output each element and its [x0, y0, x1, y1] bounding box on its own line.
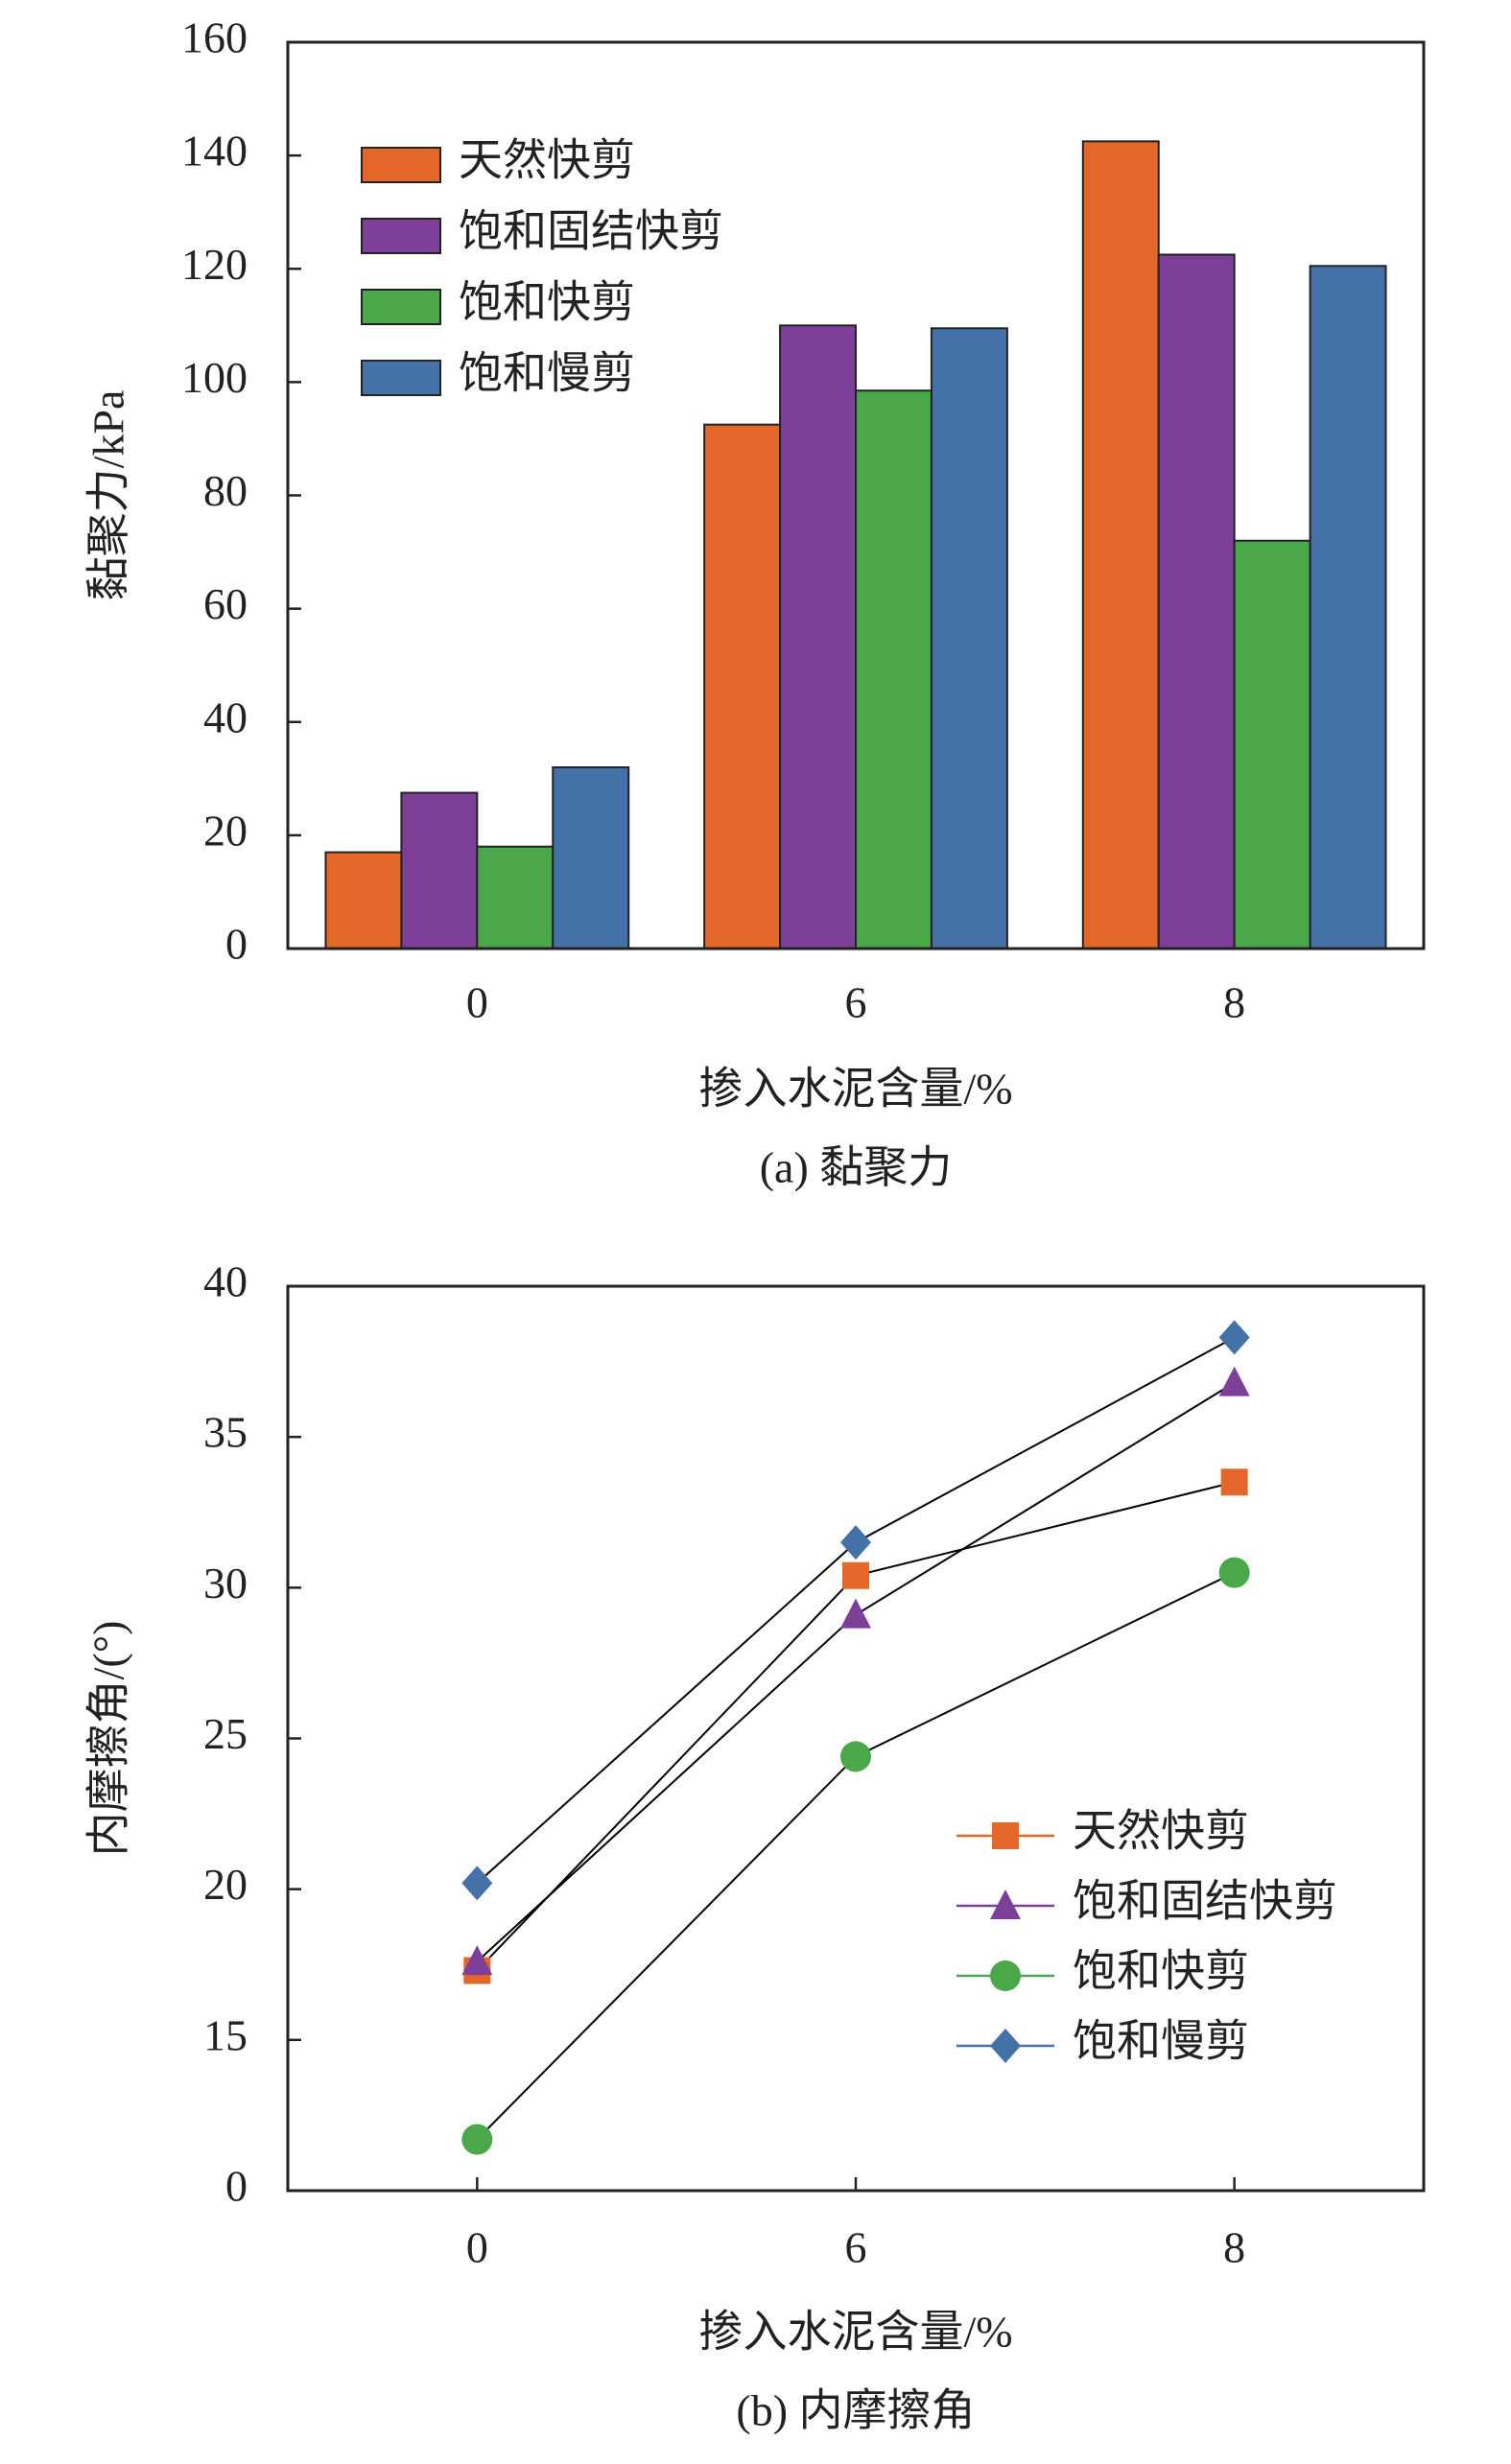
bar: [1157, 253, 1236, 950]
bar: [1081, 140, 1160, 950]
y-tick-label: 60: [203, 579, 248, 628]
bar: [703, 423, 782, 950]
legend-label: 饱和快剪: [459, 278, 635, 327]
x-tick-label: 8: [1223, 2223, 1245, 2272]
x-axis-label: 掺入水泥含量/%: [698, 2308, 1012, 2357]
legend-label: 天然快剪: [1073, 1807, 1249, 1856]
caption: (b) 内摩擦角: [736, 2386, 975, 2435]
legend-label: 饱和慢剪: [459, 349, 635, 398]
x-tick-label: 6: [845, 978, 867, 1027]
plot-frame: [286, 40, 1426, 950]
y-tick-label: 100: [181, 353, 248, 402]
legend-swatch: [361, 218, 441, 254]
x-tick-label: 0: [466, 2223, 488, 2272]
y-tick-label: 40: [203, 692, 248, 741]
y-tick-label: 15: [203, 2010, 248, 2059]
marker: [1220, 1468, 1248, 1496]
y-tick-label: 0: [225, 920, 248, 969]
caption: (a) 黏聚力: [760, 1143, 953, 1192]
y-tick-label: 30: [203, 1559, 248, 1607]
y-tick-label: 80: [203, 466, 248, 515]
marker: [840, 1741, 871, 1772]
legend-swatch: [361, 360, 441, 396]
legend-label: 饱和快剪: [1073, 1947, 1249, 1996]
legend-label: 饱和慢剪: [1073, 2017, 1249, 2066]
x-tick-label: 6: [845, 2223, 867, 2272]
y-tick-label: 160: [181, 13, 248, 62]
y-tick-label: 20: [203, 1860, 248, 1909]
y-tick-label: 0: [225, 2162, 248, 2211]
marker: [990, 1889, 1021, 1919]
x-tick-label: 0: [466, 978, 488, 1027]
plot-frame: [286, 1284, 1426, 2193]
y-axis-label: 内摩擦角/(°): [84, 1621, 133, 1857]
legend-label: 饱和固结快剪: [1073, 1877, 1337, 1926]
y-tick-label: 25: [203, 1709, 248, 1758]
legend-label: 饱和固结快剪: [459, 207, 723, 256]
bar: [400, 791, 479, 950]
marker: [840, 1525, 871, 1561]
bar: [1233, 539, 1311, 950]
marker: [1218, 1557, 1250, 1588]
marker: [992, 1822, 1019, 1849]
x-axis-label: 掺入水泥含量/%: [698, 1065, 1012, 1114]
bar: [930, 327, 1008, 950]
marker: [1218, 1320, 1250, 1355]
bar: [324, 851, 403, 950]
legend-swatch: [361, 147, 441, 183]
y-axis-label: 黏聚力/kPa: [84, 390, 133, 601]
legend-swatch: [361, 289, 441, 325]
legend-label: 天然快剪: [459, 136, 635, 185]
y-tick-label: 35: [203, 1408, 248, 1457]
marker: [990, 2029, 1021, 2063]
marker: [842, 1561, 869, 1589]
line: [476, 1381, 1236, 1962]
y-tick-label: 20: [203, 806, 248, 855]
marker: [461, 1866, 493, 1901]
bar: [1309, 265, 1387, 950]
bar: [552, 766, 630, 950]
bar: [476, 845, 555, 950]
marker: [461, 1945, 493, 1976]
x-tick-label: 8: [1223, 978, 1245, 1027]
bar: [855, 389, 933, 950]
marker: [461, 2124, 493, 2155]
marker: [840, 1598, 871, 1629]
marker: [990, 1960, 1021, 1991]
y-tick-label: 40: [203, 1257, 248, 1306]
marker: [1218, 1366, 1250, 1396]
y-tick-label: 140: [181, 127, 248, 176]
bar: [779, 324, 857, 950]
y-tick-label: 120: [181, 240, 248, 289]
